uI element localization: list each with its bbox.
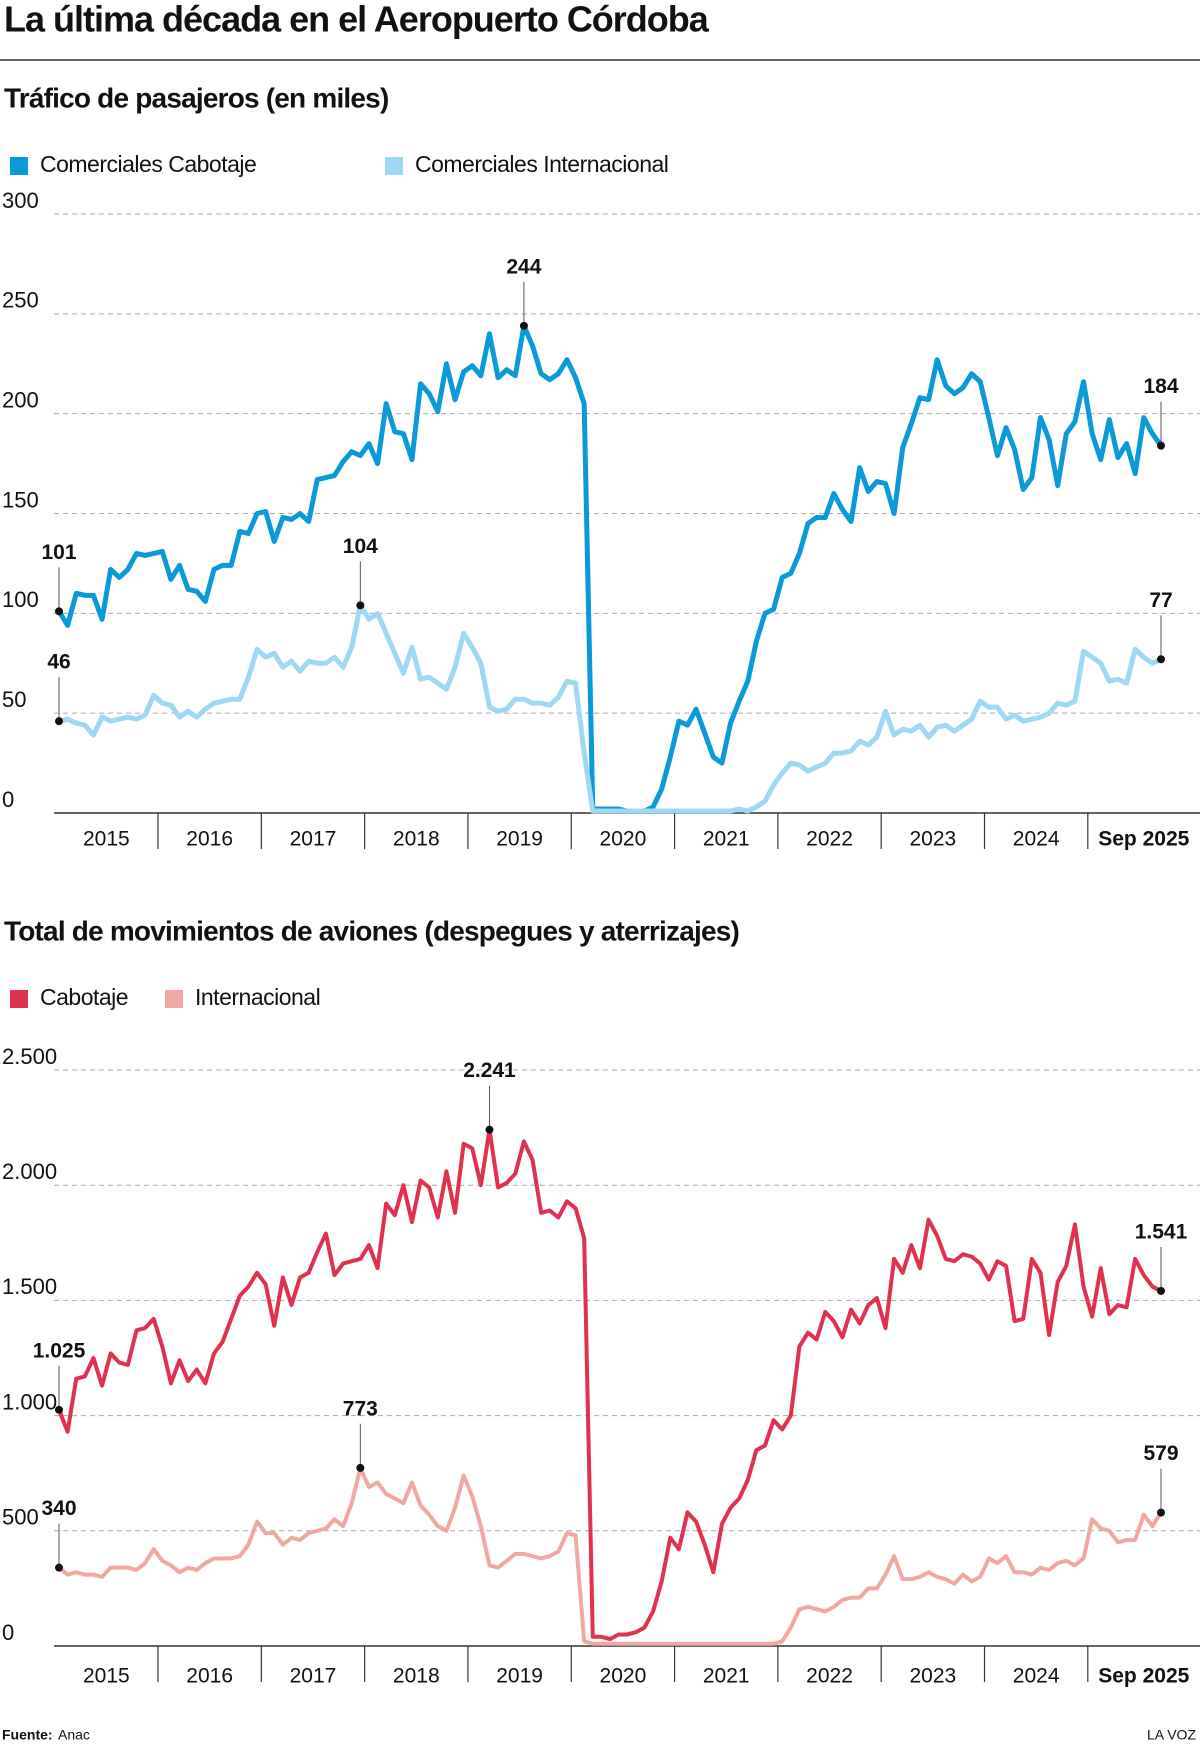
annotation-label: 104	[343, 535, 378, 558]
annotation-dot	[55, 1563, 63, 1572]
x-tick-label: 2018	[393, 1665, 440, 1688]
x-tick-label: 2024	[1013, 828, 1060, 851]
x-tick-label: 2020	[600, 1665, 647, 1688]
legend-swatch	[385, 157, 403, 175]
series-line	[57, 1127, 1162, 1642]
annotation-label: 101	[41, 541, 76, 564]
x-tick-label: 2020	[600, 828, 647, 851]
source: Anac	[58, 1727, 90, 1743]
annotation-dot	[55, 607, 63, 616]
brand: LA VOZ	[1147, 1727, 1196, 1743]
annotation-label: 46	[47, 651, 70, 674]
legend-label: Comerciales Internacional	[415, 151, 668, 177]
legend-label: Internacional	[195, 984, 320, 1010]
y-tick-label: 300	[2, 188, 39, 213]
x-tick-label: 2018	[393, 828, 440, 851]
legend-swatch	[165, 990, 183, 1008]
x-tick-label: 2019	[496, 828, 543, 851]
x-tick-label: Sep 2025	[1098, 828, 1189, 851]
annotation-label: 1.541	[1135, 1221, 1188, 1244]
annotation-label: 244	[506, 255, 541, 278]
annotation-label: 340	[41, 1497, 76, 1520]
y-tick-label: 50	[2, 687, 26, 712]
y-tick-label: 2.000	[2, 1159, 57, 1184]
x-tick-label: 2022	[806, 1665, 853, 1688]
y-tick-label: 0	[2, 787, 14, 812]
annotation-label: 184	[1143, 375, 1178, 398]
annotation-dot	[55, 717, 63, 726]
x-tick-label: 2021	[703, 828, 750, 851]
annotation-label: 773	[343, 1397, 378, 1420]
annotation-label: 579	[1143, 1442, 1178, 1465]
x-tick-label: 2015	[83, 1665, 130, 1688]
x-tick-label: 2017	[290, 828, 337, 851]
legend-swatch	[10, 157, 28, 175]
y-tick-label: 200	[2, 387, 39, 412]
chart-title: Tráfico de pasajeros (en miles)	[4, 82, 388, 113]
y-tick-label: 0	[2, 1620, 14, 1645]
annotation-dot	[519, 321, 528, 330]
x-tick-label: 2024	[1013, 1665, 1060, 1688]
legend-swatch	[10, 990, 28, 1008]
y-tick-label: 1.500	[2, 1274, 57, 1299]
annotation-dot	[356, 1463, 365, 1472]
annotation-dot	[1157, 655, 1165, 664]
x-tick-label: Sep 2025	[1098, 1665, 1189, 1688]
y-tick-label: 100	[2, 587, 39, 612]
x-tick-label: 2015	[83, 828, 130, 851]
annotation-dot	[1157, 441, 1165, 450]
chart-title: Total de movimientos de aviones (despegu…	[4, 915, 739, 946]
annotation-dot	[485, 1125, 494, 1134]
annotation-dot	[55, 1405, 63, 1414]
x-tick-label: 2022	[806, 828, 853, 851]
x-tick-label: 2023	[909, 1665, 956, 1688]
annotation-label: 1.025	[33, 1339, 86, 1362]
series-line	[56, 323, 1164, 814]
x-tick-label: 2019	[496, 1665, 543, 1688]
x-tick-label: 2017	[290, 1665, 337, 1688]
y-tick-label: 1.000	[2, 1389, 57, 1414]
annotation-dot	[1157, 1508, 1165, 1517]
main-title: La última década en el Aeropuerto Córdob…	[4, 0, 710, 40]
y-tick-label: 500	[2, 1505, 39, 1530]
legend-label: Cabotaje	[40, 984, 128, 1010]
x-tick-label: 2023	[909, 828, 956, 851]
y-tick-label: 150	[2, 487, 39, 512]
x-tick-label: 2016	[186, 1665, 233, 1688]
series-line	[57, 1465, 1163, 1646]
x-tick-label: 2016	[186, 828, 233, 851]
y-tick-label: 2.500	[2, 1044, 57, 1069]
x-tick-label: 2021	[703, 1665, 750, 1688]
legend-label: Comerciales Cabotaje	[40, 151, 256, 177]
annotation-label: 2.241	[463, 1059, 516, 1082]
annotation-label: 77	[1149, 589, 1172, 612]
annotation-dot	[356, 601, 365, 610]
annotation-dot	[1157, 1286, 1165, 1295]
series-line	[58, 602, 1163, 814]
source-label: Fuente:	[2, 1727, 53, 1743]
y-tick-label: 250	[2, 288, 39, 313]
